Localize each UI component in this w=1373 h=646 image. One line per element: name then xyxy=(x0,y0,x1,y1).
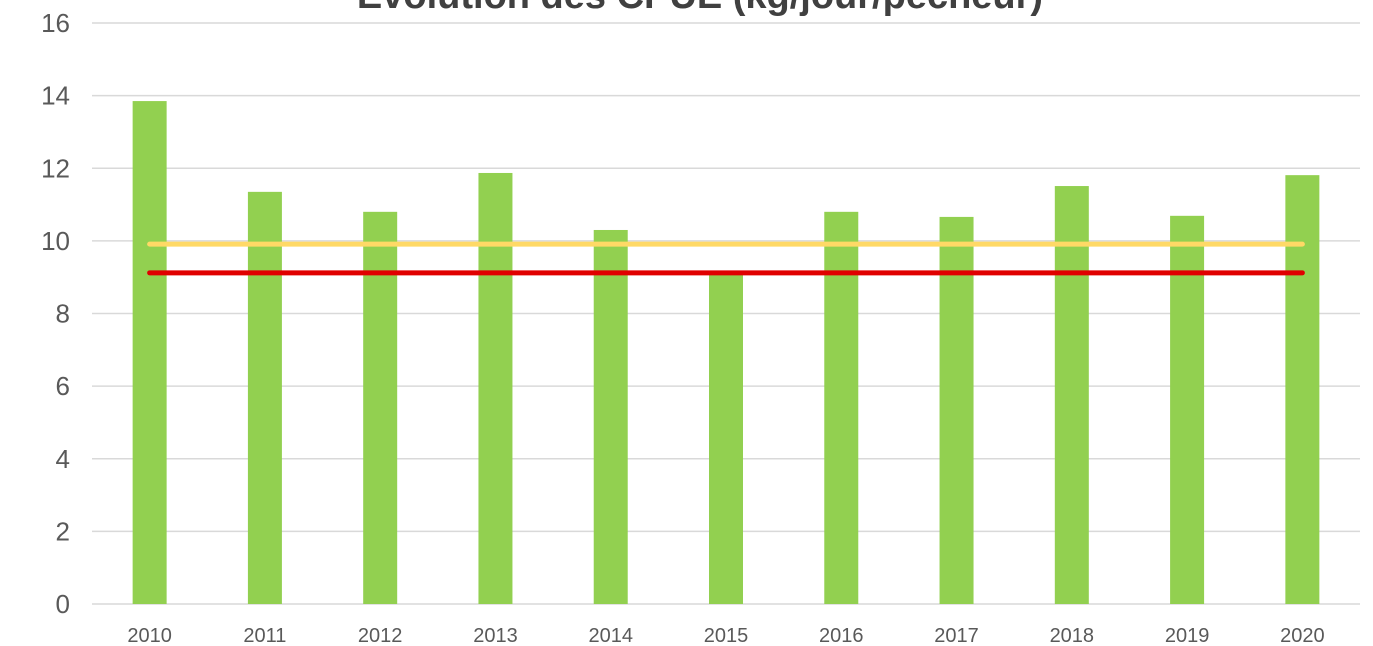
bar xyxy=(1170,215,1205,604)
y-tick-label: 14 xyxy=(41,81,70,111)
y-tick-label: 12 xyxy=(41,153,70,183)
bar xyxy=(709,271,743,604)
bar xyxy=(247,191,282,604)
x-tick-label: 2015 xyxy=(704,625,749,646)
y-tick-label: 10 xyxy=(41,226,70,256)
x-tick-label: 2014 xyxy=(588,625,633,646)
y-tick-label: 8 xyxy=(56,299,70,329)
x-tick-label: 2016 xyxy=(819,625,864,646)
y-tick-label: 0 xyxy=(56,589,70,619)
x-tick-label: 2012 xyxy=(358,625,403,646)
bar xyxy=(132,101,167,605)
chart-title: Évolution des CPUE (kg/jour/pêcheur) xyxy=(357,0,1043,17)
x-tick-label: 2011 xyxy=(243,625,286,646)
y-tick-label: 16 xyxy=(41,8,70,38)
bar xyxy=(363,211,398,604)
y-tick-label: 4 xyxy=(56,444,70,474)
bar xyxy=(1285,175,1320,605)
bar xyxy=(478,172,513,604)
x-tick-label: 2013 xyxy=(473,625,518,646)
bar xyxy=(593,229,628,604)
x-tick-label: 2017 xyxy=(934,625,979,646)
bar xyxy=(939,216,974,604)
x-tick-label: 2020 xyxy=(1280,625,1325,646)
y-tick-label: 6 xyxy=(56,371,70,401)
x-tick-label: 2019 xyxy=(1165,625,1210,646)
bar xyxy=(1054,186,1089,604)
bar xyxy=(824,211,859,604)
x-tick-label: 2018 xyxy=(1050,625,1095,646)
x-tick-label: 2010 xyxy=(127,625,172,646)
y-tick-label: 2 xyxy=(56,516,70,546)
